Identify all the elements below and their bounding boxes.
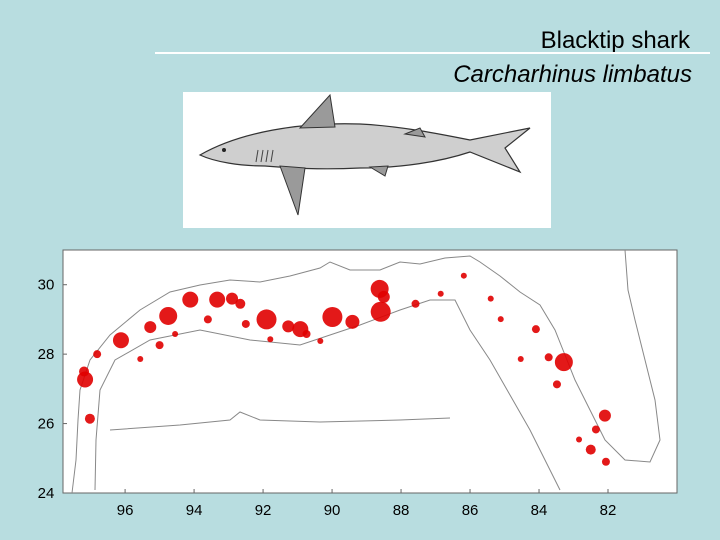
x-tick-label: 82 (600, 502, 617, 519)
catch-point (460, 272, 467, 279)
catch-point (256, 309, 277, 330)
slide-title: Blacktip shark (541, 27, 691, 54)
catch-point (112, 332, 129, 349)
catch-point (322, 306, 343, 327)
shark-illustration (183, 92, 551, 228)
map-frame (62, 249, 678, 494)
catch-point (598, 409, 611, 422)
catch-point (282, 320, 295, 333)
catch-point (144, 321, 157, 334)
x-tick-label: 86 (462, 502, 479, 519)
catch-point (576, 436, 583, 443)
catch-point (497, 316, 504, 323)
catch-point (544, 353, 553, 362)
y-tick-label: 28 (38, 346, 55, 363)
catch-point (437, 290, 444, 297)
catch-point (182, 291, 199, 308)
catch-point (235, 298, 246, 309)
catch-point (267, 336, 274, 343)
y-tick-label: 30 (38, 277, 55, 294)
catch-point (155, 341, 164, 350)
points (77, 272, 611, 466)
y-tick-label: 24 (38, 485, 55, 502)
catch-point (79, 366, 90, 377)
catch-point (552, 380, 561, 389)
catch-point (226, 292, 239, 305)
x-tick-label: 88 (393, 502, 410, 519)
catch-point (517, 356, 524, 363)
catch-point (345, 314, 360, 329)
catch-point (591, 425, 600, 434)
x-tick-label: 92 (255, 502, 272, 519)
catch-point (302, 330, 311, 339)
slide-subtitle: Carcharhinus limbatus (453, 61, 692, 88)
catch-point (370, 301, 391, 322)
catch-point (317, 337, 324, 344)
catch-point (203, 315, 212, 324)
catch-point (554, 353, 573, 372)
catch-point (241, 319, 250, 328)
axes: 30 28 26 24 96 94 92 90 88 86 84 82 (38, 277, 617, 519)
x-tick-label: 94 (186, 502, 203, 519)
x-tick-label: 90 (324, 502, 341, 519)
catch-point (209, 291, 226, 308)
catch-point (531, 325, 540, 334)
catch-point (137, 356, 144, 363)
catch-point (487, 295, 494, 302)
catch-point (377, 290, 390, 303)
x-tick-label: 96 (117, 502, 134, 519)
y-tick-label: 26 (38, 416, 55, 433)
coastline (71, 249, 661, 494)
catch-point (601, 457, 610, 466)
catch-point (411, 299, 420, 308)
catch-point (159, 306, 178, 325)
catch-point (172, 331, 179, 338)
catch-point (84, 413, 95, 424)
catch-point (93, 350, 102, 359)
x-tick-label: 84 (531, 502, 548, 519)
catch-point (585, 444, 596, 455)
